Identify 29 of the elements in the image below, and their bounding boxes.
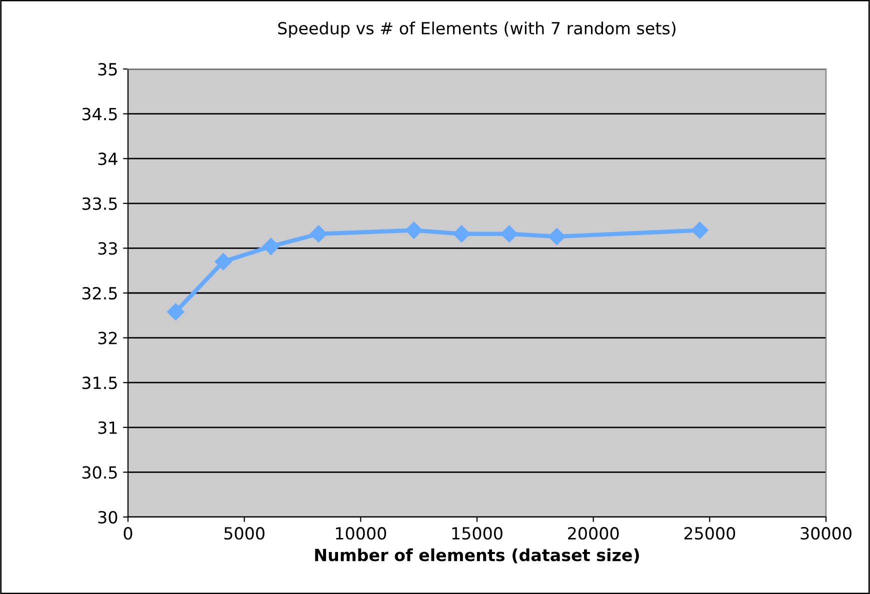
y-tick-label: 30.5	[82, 466, 117, 479]
y-tick-label: 32	[98, 332, 117, 344]
point	[548, 228, 566, 246]
x-tick-label: 0	[124, 527, 132, 540]
x-tick-label: 5000	[224, 527, 264, 540]
x-axis-title: Number of elements (dataset size)	[315, 548, 639, 564]
y-tick-label: 31	[98, 421, 117, 434]
chart-title: Speedup vs # of Elements (with 7 random sets)	[278, 22, 676, 38]
x-tick-label: 20000	[568, 527, 619, 540]
y-tick-label: 33	[98, 242, 117, 255]
y-tick-label: 34	[98, 152, 118, 166]
point	[691, 222, 708, 239]
x-tick-label: 15000	[452, 527, 502, 540]
x-tick-label: 25000	[684, 527, 736, 540]
point	[167, 303, 184, 320]
y-tick-label: 35	[98, 62, 117, 76]
point	[262, 238, 280, 255]
y-tick-label: 33.5	[82, 197, 117, 210]
x-tick-label: 30000	[800, 527, 852, 540]
point	[405, 222, 422, 239]
y-tick-label: 31.5	[82, 376, 117, 390]
y-tick-label: 30	[98, 510, 118, 524]
point	[310, 225, 328, 242]
x-tick-label: 10000	[336, 527, 386, 540]
point	[453, 225, 470, 242]
y-tick-label: 32.5	[82, 286, 117, 300]
point	[500, 225, 518, 242]
point	[214, 253, 232, 270]
y-tick-label: 34.5	[82, 108, 117, 120]
